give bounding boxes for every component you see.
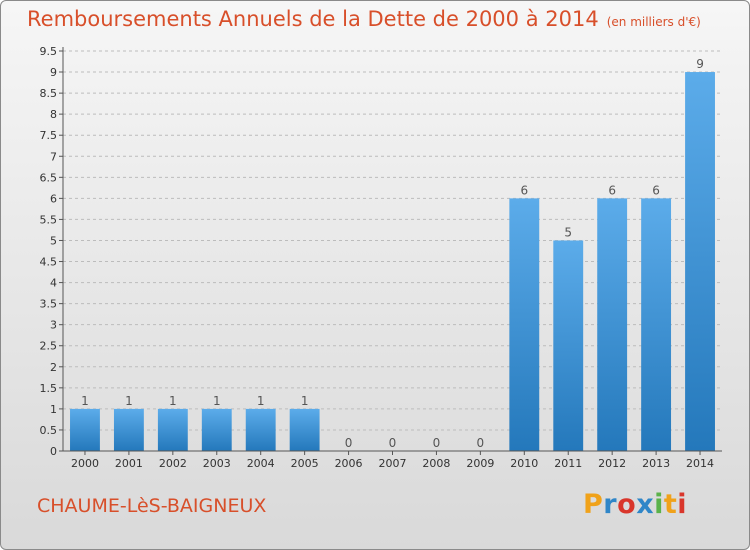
y-tick-label: 5.5 — [40, 213, 58, 226]
data-label: 0 — [389, 436, 397, 450]
x-tick-label: 2005 — [291, 457, 319, 470]
y-tick-label: 8 — [50, 108, 57, 121]
chart-title: Remboursements Annuels de la Dette de 20… — [27, 7, 701, 31]
y-tick-label: 2.5 — [40, 340, 58, 353]
bars — [70, 72, 715, 451]
x-tick-label: 2011 — [554, 457, 582, 470]
data-label: 1 — [81, 394, 89, 408]
data-label: 6 — [608, 183, 616, 197]
bar — [509, 198, 540, 451]
y-tick-label: 6 — [50, 192, 57, 205]
bar — [113, 408, 144, 451]
y-tick-label: 9.5 — [40, 45, 58, 58]
logo-letter: t — [663, 489, 678, 520]
x-tick-label: 2010 — [510, 457, 538, 470]
proxiti-logo: Proxiti — [583, 489, 687, 520]
data-label: 0 — [345, 436, 353, 450]
bar — [685, 72, 715, 451]
x-tick-label: 2013 — [642, 457, 670, 470]
data-label: 5 — [564, 225, 572, 239]
y-tick-label: 2 — [50, 361, 57, 374]
data-label: 1 — [169, 394, 177, 408]
y-tick-label: 7 — [50, 150, 57, 163]
y-tick-label: 5 — [50, 234, 57, 247]
data-label: 1 — [301, 394, 309, 408]
data-label: 1 — [125, 394, 133, 408]
x-tick-label: 2002 — [159, 457, 187, 470]
data-label: 6 — [520, 183, 528, 197]
y-tick-label: 1 — [50, 403, 57, 416]
logo-letter: r — [603, 489, 618, 520]
x-tick-label: 2003 — [203, 457, 231, 470]
logo-letter: i — [677, 489, 688, 520]
logo-letter: P — [583, 489, 604, 520]
x-tick-label: 2004 — [247, 457, 275, 470]
data-label: 0 — [477, 436, 485, 450]
bar — [641, 198, 672, 451]
data-label: 1 — [213, 394, 221, 408]
logo-letter: i — [654, 489, 664, 520]
y-tick-label: 4 — [50, 277, 57, 290]
y-tick-label: 1.5 — [40, 382, 58, 395]
data-label: 9 — [696, 57, 704, 71]
logo-letter: o — [617, 489, 637, 520]
logo-letter: x — [636, 489, 655, 520]
y-tick-label: 6.5 — [40, 171, 58, 184]
y-tick-label: 8.5 — [40, 87, 58, 100]
commune-name: CHAUME-LèS-BAIGNEUX — [37, 495, 267, 517]
bar — [553, 240, 584, 451]
x-tick-label: 2006 — [335, 457, 363, 470]
x-tick-label: 2012 — [598, 457, 626, 470]
axes — [59, 47, 722, 455]
x-tick-label: 2000 — [71, 457, 99, 470]
y-tick-label: 0 — [50, 445, 57, 458]
bar — [70, 408, 100, 451]
labels: 0 0.5 1 1.5 2 2.5 3 3.5 4 4.5 5 5.5 6 6.5 7 7.5 8 8.5 9 9.5… — [40, 45, 715, 470]
y-tick-label: 9 — [50, 66, 57, 79]
x-tick-label: 2001 — [115, 457, 143, 470]
bar — [157, 408, 188, 451]
x-tick-label: 2014 — [686, 457, 714, 470]
y-tick-label: 3.5 — [40, 298, 58, 311]
data-label: 1 — [257, 394, 265, 408]
y-tick-label: 7.5 — [40, 129, 58, 142]
x-tick-label: 2009 — [466, 457, 494, 470]
x-tick-label: 2007 — [379, 457, 407, 470]
y-tick-label: 4.5 — [40, 256, 58, 269]
chart-title-text: Remboursements Annuels de la Dette de 20… — [27, 7, 599, 31]
bar — [201, 408, 232, 451]
y-tick-label: 0.5 — [40, 424, 58, 437]
bar — [245, 408, 276, 451]
x-tick-label: 2008 — [422, 457, 450, 470]
bar — [289, 408, 320, 451]
data-label: 0 — [433, 436, 441, 450]
data-label: 6 — [652, 183, 660, 197]
unit-label: (en milliers d'€) — [606, 15, 701, 29]
bar — [597, 198, 628, 451]
y-tick-label: 3 — [50, 319, 57, 332]
